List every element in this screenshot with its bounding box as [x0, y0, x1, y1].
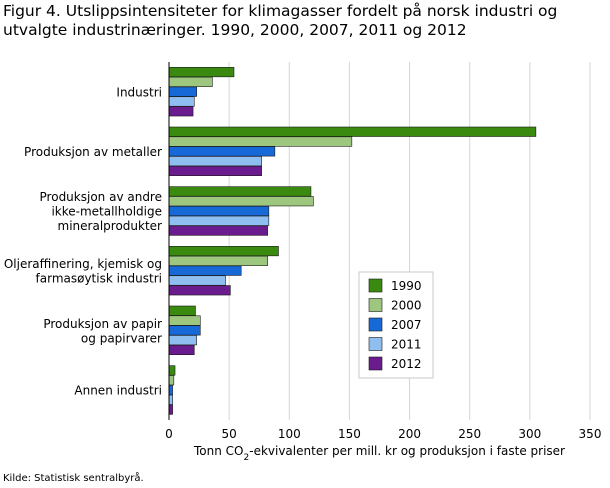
legend-label-2007: 2007 [391, 318, 422, 332]
bar-2012 [168, 106, 194, 117]
legend-swatch-1990 [368, 278, 383, 293]
bar-2000 [168, 76, 213, 87]
legend-swatch-2012 [368, 356, 383, 371]
bar-2007 [168, 205, 270, 217]
bar-2007 [168, 265, 242, 276]
category-label: mineralprodukter [58, 219, 163, 233]
legend-swatch-2007 [368, 317, 383, 332]
bar-2012 [168, 225, 268, 236]
x-tick-label: 200 [398, 427, 421, 441]
legend-label-2012: 2012 [391, 357, 422, 371]
legend-label-2011: 2011 [391, 338, 422, 352]
category-label: ikke-metallholdige [51, 205, 162, 219]
category-label: Produksjon av papir [43, 317, 162, 331]
category-label: Annen industri [74, 384, 162, 398]
figure-title-line-2: utvalgte industrinæringer. 1990, 2000, 2… [3, 21, 467, 39]
bar-2007 [168, 86, 197, 97]
bar-2011 [168, 156, 262, 167]
bar-2012 [168, 404, 173, 415]
x-tick-label: 300 [518, 427, 541, 441]
x-tick-label: 350 [579, 427, 602, 441]
bar-2007 [168, 146, 276, 157]
bar-2011 [168, 335, 197, 346]
category-label: Oljeraffinering, kjemisk og [4, 257, 162, 271]
x-tick-label: 100 [278, 427, 301, 441]
bar-2000 [168, 136, 353, 147]
legend-label-1990: 1990 [391, 279, 422, 293]
source-note: Kilde: Statistisk sentralbyrå. [3, 473, 144, 484]
x-axis-title: Tonn CO2-ekvivalenter per mill. kr og pr… [193, 444, 565, 463]
category-label: og papirvarer [81, 331, 162, 345]
bar-2000 [168, 196, 314, 207]
bar-1990 [168, 67, 235, 78]
grid-lines [228, 62, 591, 420]
axes: 0 50 100 150 200 250 300 350 Tonn CO2-ekvivalent… [4, 62, 602, 463]
bar-2011 [168, 215, 270, 226]
bar-1990 [168, 365, 176, 376]
legend-swatch-2000 [368, 298, 383, 312]
bar-2012 [168, 165, 262, 176]
x-tick-label: 50 [222, 427, 237, 441]
category-label: farmasøytisk industri [36, 272, 162, 286]
bar-1990 [168, 246, 279, 257]
bar-2012 [168, 285, 231, 296]
bar-2007 [168, 325, 201, 336]
bar-1990 [168, 126, 537, 137]
legend-swatch-2011 [368, 337, 383, 351]
bar-2000 [168, 255, 268, 266]
x-tick-label: 150 [338, 427, 361, 441]
figure-title: Figur 4. Utslippsintensiteter for klimag… [3, 2, 607, 40]
category-label: Industri [116, 85, 162, 99]
bar-2000 [168, 315, 201, 326]
bar-2011 [168, 394, 173, 405]
bars [168, 67, 537, 415]
bar-1990 [168, 186, 312, 197]
bar-2007 [168, 384, 173, 396]
category-label: Produksjon av andre [40, 190, 162, 204]
figure-title-line-1: Figur 4. Utslippsintensiteter for klimag… [3, 2, 558, 20]
bar-2011 [168, 96, 195, 107]
legend-label-2000: 2000 [391, 299, 422, 313]
bar-2011 [168, 275, 226, 286]
x-tick-label: 250 [458, 427, 481, 441]
legend: 1990 2000 2007 2011 2012 [358, 271, 434, 379]
category-label: Produksjon av metaller [24, 145, 162, 159]
x-tick-label: 0 [165, 427, 173, 441]
bar-2000 [168, 375, 175, 386]
bar-1990 [168, 305, 196, 316]
bar-2012 [168, 344, 195, 356]
